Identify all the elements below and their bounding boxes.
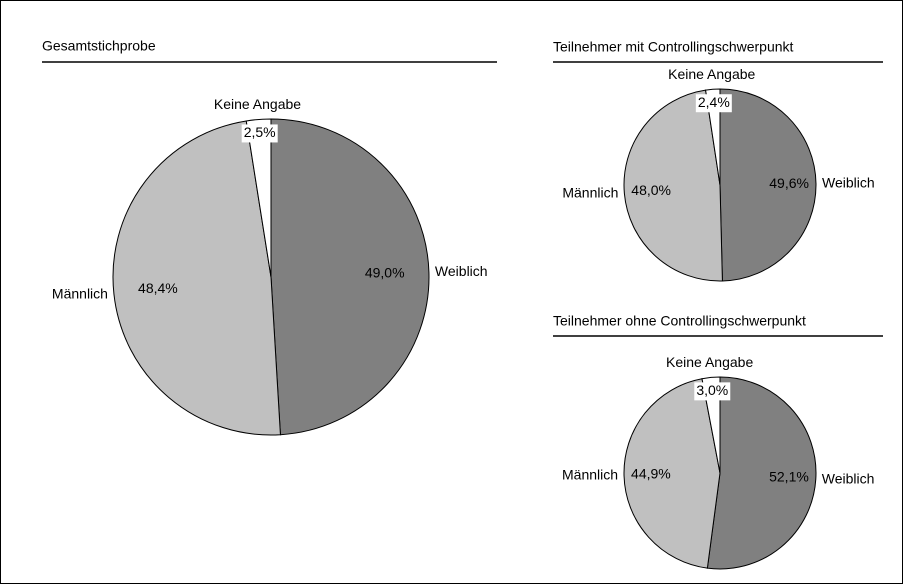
- pie-slice: [719, 88, 817, 282]
- pie-slice: [705, 88, 721, 186]
- category-label: Weiblich: [822, 470, 875, 486]
- pie-slice: [112, 120, 281, 436]
- category-label: Keine Angabe: [666, 354, 753, 370]
- category-label: Männlich: [52, 285, 108, 301]
- value-label: 2,4%: [698, 94, 730, 110]
- pie-slice: [706, 376, 817, 570]
- pie-slice: [623, 89, 723, 282]
- category-label: Männlich: [562, 185, 618, 201]
- category-label: Weiblich: [435, 263, 488, 279]
- chart-title: Teilnehmer mit Controllingschwerpunkt: [553, 39, 794, 55]
- value-label: 3,0%: [696, 382, 728, 398]
- value-label-bg: [241, 124, 278, 143]
- chart-title: Teilnehmer ohne Controllingschwerpunkt: [553, 313, 806, 329]
- pie-slice: [701, 376, 721, 474]
- value-label: 49,0%: [365, 264, 405, 280]
- value-label: 48,4%: [138, 280, 178, 296]
- value-label: 52,1%: [769, 468, 809, 484]
- category-label: Weiblich: [822, 174, 875, 190]
- pie-slice: [245, 118, 272, 278]
- value-label-bg: [695, 94, 732, 113]
- value-label: 48,0%: [631, 182, 671, 198]
- category-label: Keine Angabe: [668, 66, 755, 82]
- value-label-bg: [694, 382, 731, 401]
- value-label: 49,6%: [769, 175, 809, 191]
- category-label: Keine Angabe: [214, 96, 301, 112]
- pie-slice: [623, 378, 721, 569]
- value-label: 44,9%: [631, 466, 671, 482]
- pie-slice: [270, 118, 430, 436]
- chart-title: Gesamtstichprobe: [42, 38, 156, 54]
- value-label: 2,5%: [244, 124, 276, 140]
- category-label: Männlich: [562, 467, 618, 483]
